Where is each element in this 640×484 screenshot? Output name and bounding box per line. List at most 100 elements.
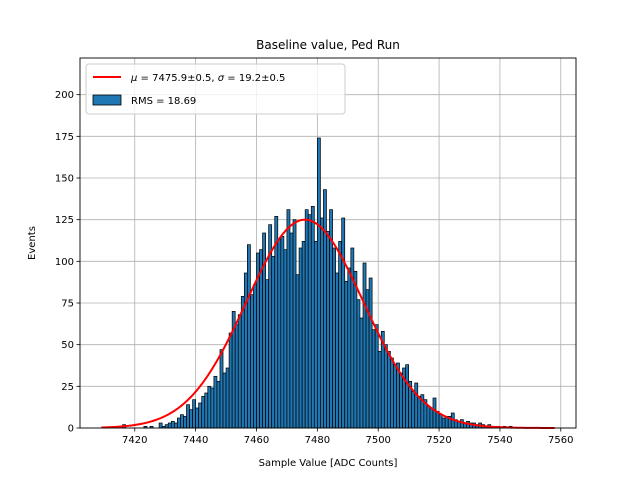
histogram-bar: [405, 364, 409, 429]
histogram-bar: [228, 332, 233, 429]
x-tick-label: 7460: [244, 435, 269, 446]
histogram-bar: [320, 217, 324, 429]
histogram-bar: [253, 284, 257, 429]
histogram-bar: [240, 295, 245, 429]
histogram-bar: [286, 209, 291, 429]
histogram-bar: [310, 205, 315, 429]
histogram-bar: [183, 415, 187, 429]
histogram-bar: [341, 217, 346, 429]
histogram-bar: [295, 274, 300, 429]
histogram-bar: [189, 409, 193, 429]
histogram-bar: [368, 277, 373, 429]
histogram-bar: [399, 372, 403, 429]
y-tick-label: 125: [55, 215, 74, 226]
histogram-bar: [280, 235, 285, 429]
histogram-bar: [216, 380, 221, 429]
histogram-bar: [210, 387, 215, 429]
y-axis-label: Events: [27, 226, 38, 260]
histogram-bar: [338, 240, 343, 429]
histogram-bar: [432, 397, 437, 429]
histogram-bar: [393, 364, 397, 429]
histogram-bar: [177, 417, 181, 429]
histogram-bar: [316, 137, 321, 429]
histogram-bar: [359, 317, 364, 429]
y-tick-label: 100: [55, 257, 74, 268]
histogram-bar: [411, 390, 416, 429]
y-tick-label: 175: [55, 132, 74, 143]
histogram-bar: [192, 399, 196, 429]
histogram-bar: [460, 419, 464, 429]
histogram-bar: [265, 279, 270, 429]
histogram-bar: [283, 249, 288, 429]
axis-ticks: 7420 7440 7460 7480 7500 7520 7540 7560 0 25 50 75 1…: [55, 90, 574, 446]
histogram-bar: [289, 232, 294, 429]
x-tick-label: 7420: [122, 435, 147, 446]
histogram-bar: [307, 214, 312, 429]
histogram-bar: [186, 404, 190, 429]
y-tick-label: 75: [61, 299, 74, 310]
legend-mu-symbol: μ: [130, 73, 137, 84]
histogram-bar: [417, 395, 422, 429]
y-tick-label: 150: [55, 174, 74, 185]
histogram-bar: [173, 422, 178, 429]
x-tick-label: 7540: [487, 435, 512, 446]
histogram-bar: [414, 382, 419, 429]
histogram-bar: [441, 417, 446, 429]
legend-sigma-value: = 19.2±0.5: [224, 73, 285, 84]
legend-histogram-swatch: [92, 94, 122, 106]
histogram-bar: [326, 230, 330, 429]
legend-histogram-label: RMS = 18.69: [131, 96, 196, 107]
histogram-bar: [277, 239, 282, 429]
histogram-bar: [301, 240, 306, 429]
legend-box: [85, 63, 346, 115]
gaussian-fit-curve: [101, 218, 555, 429]
histogram-bar: [386, 350, 391, 429]
x-tick-label: 7440: [183, 435, 208, 446]
histogram-bar: [292, 219, 297, 429]
histogram-bar: [371, 329, 376, 429]
histogram-bar: [323, 189, 327, 429]
histogram-bar: [271, 255, 276, 429]
x-tick-label: 7560: [548, 435, 573, 446]
histogram-bar: [225, 367, 230, 429]
histogram-bar: [201, 395, 206, 429]
histogram-bar: [353, 270, 358, 429]
histogram-bar: [344, 280, 349, 429]
y-tick-label: 25: [61, 382, 74, 393]
y-tick-label: 200: [55, 90, 74, 101]
histogram-bar: [313, 240, 318, 429]
histogram-bar: [243, 272, 248, 429]
histogram-bar: [377, 350, 382, 429]
histogram-bar: [429, 407, 434, 429]
histogram-bar: [247, 244, 251, 429]
histogram-bar: [219, 349, 224, 429]
histogram-bar: [222, 372, 227, 429]
histogram-bar: [298, 247, 303, 429]
histogram-bar: [335, 272, 340, 429]
histogram-bar: [374, 324, 379, 429]
histogram-bar: [426, 405, 431, 429]
histogram-bar: [274, 215, 279, 429]
x-tick-label: 7500: [365, 435, 390, 446]
histogram-bar: [198, 402, 203, 429]
histogram-bar: [438, 414, 443, 429]
histogram-bar: [362, 262, 367, 429]
y-tick-label: 50: [61, 340, 74, 351]
histogram-bar: [237, 314, 242, 429]
x-tick-label: 7520: [426, 435, 451, 446]
histogram-bar: [347, 267, 352, 429]
histogram-bar: [259, 249, 263, 429]
x-axis-label: Sample Value [ADC Counts]: [259, 458, 398, 469]
histogram-bar: [304, 209, 309, 429]
chart-title: Baseline value, Ped Run: [256, 38, 400, 52]
y-tick-label: 0: [68, 424, 74, 435]
histogram-bar: [204, 392, 209, 429]
legend-mu-value: = 7475.9±0.5,: [137, 73, 217, 84]
histogram-bar: [250, 294, 254, 429]
histogram-bar: [390, 357, 394, 429]
histogram-bars: [122, 137, 513, 429]
histogram-bar: [332, 247, 336, 429]
plot-frame: [79, 57, 577, 429]
x-tick-label: 7480: [305, 435, 330, 446]
